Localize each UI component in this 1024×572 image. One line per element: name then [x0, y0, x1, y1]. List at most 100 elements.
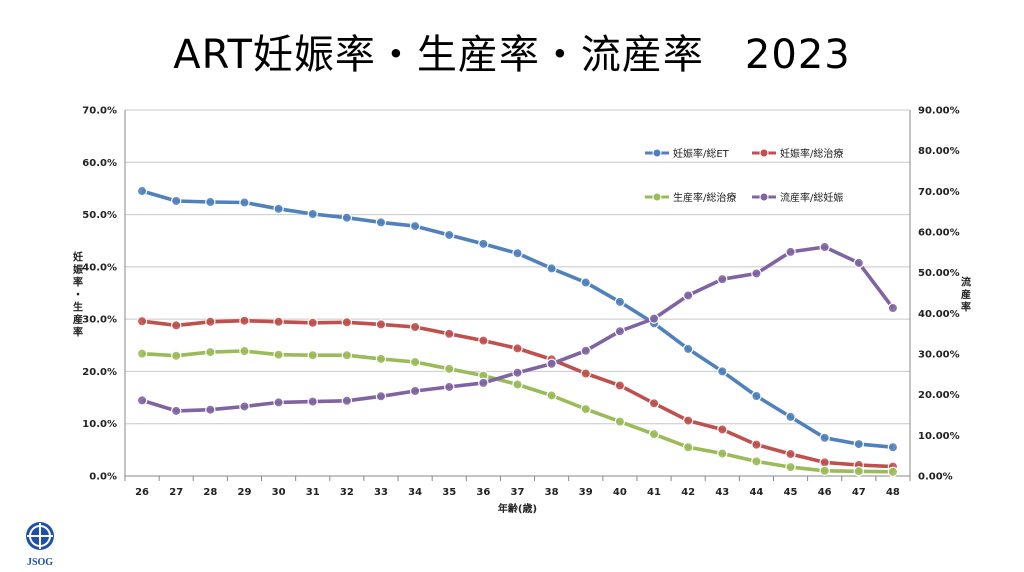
series-1-point	[205, 196, 216, 208]
x-tick-label: 32	[340, 487, 354, 498]
series-2-point	[205, 316, 216, 327]
series-4-point	[341, 395, 353, 406]
series-1-point	[512, 248, 523, 259]
y-left-tick-label: 60.0%	[82, 158, 117, 169]
series-1-point	[887, 442, 899, 453]
slide-title: ART妊娠率・生産率・流産率 2023	[173, 32, 851, 78]
series-3-point	[648, 428, 660, 440]
series-3-point	[444, 363, 455, 375]
series-1-point	[478, 238, 489, 250]
legend-swatch-marker	[652, 148, 662, 158]
series-4-point	[170, 405, 182, 417]
y-left-tick-label: 10.0%	[82, 419, 117, 430]
series-2-point	[136, 316, 148, 327]
series-2-point	[751, 439, 762, 450]
series-2-point	[444, 328, 455, 339]
series-2-point	[409, 321, 421, 333]
series-3-point	[887, 466, 899, 478]
axis-title-char: ・	[73, 290, 83, 301]
series-3-point	[717, 448, 728, 459]
series-2-point	[648, 398, 660, 409]
y-right-tick-label: 50.00%	[918, 268, 960, 279]
series-4-point	[273, 397, 284, 408]
series-2-point	[375, 319, 387, 330]
legend-label: 生産率/総治療	[673, 191, 736, 204]
series-1-point	[717, 366, 728, 377]
axis-title-char: 率	[961, 301, 971, 314]
series-3-point	[580, 403, 591, 415]
series-1-point	[273, 203, 284, 215]
series-2-point	[614, 380, 626, 391]
series-3-point	[239, 345, 250, 357]
series-1-point	[819, 432, 830, 444]
series-1-point	[853, 438, 865, 450]
y-left-tick-label: 40.0%	[82, 262, 117, 273]
series-2-point	[307, 317, 318, 329]
series-4-point	[375, 391, 387, 402]
y-right-tick-label: 80.00%	[918, 146, 960, 157]
series-1-point	[444, 229, 455, 241]
x-tick-label: 34	[408, 487, 422, 498]
x-tick-label: 47	[852, 487, 866, 498]
series-1-point	[546, 263, 557, 274]
series-4-point	[478, 377, 489, 389]
x-tick-label: 42	[681, 487, 695, 498]
series-3-point	[614, 416, 626, 427]
series-4-point	[682, 290, 694, 301]
y-right-tick-label: 90.00%	[918, 106, 960, 117]
axis-title-char: 産	[961, 288, 971, 301]
y-left-tick-label: 30.0%	[82, 315, 117, 326]
y-right-tick-label: 60.00%	[918, 228, 960, 239]
series-1-point	[307, 208, 318, 220]
series-1-point	[682, 343, 694, 355]
series-1-point	[409, 220, 421, 232]
series-2-point	[785, 448, 796, 460]
series-layer	[136, 185, 899, 478]
series-2-point	[341, 317, 353, 328]
series-3-point	[307, 350, 318, 361]
axis-title-char: 娠	[73, 263, 84, 276]
y-left-tick-label: 20.0%	[82, 367, 117, 378]
series-3-point	[853, 466, 865, 477]
x-tick-label: 43	[715, 487, 729, 498]
series-4-point	[717, 273, 728, 285]
series-3-point	[375, 353, 387, 365]
y-left-tick-label: 70.0%	[82, 106, 117, 117]
series-2-line	[141, 318, 893, 469]
series-3-point	[512, 379, 523, 390]
x-tick-label: 33	[374, 487, 388, 498]
series-3-point	[819, 465, 830, 476]
x-tick-label: 26	[135, 487, 149, 498]
series-2-point	[717, 424, 728, 435]
series-3-point	[341, 350, 353, 361]
legend-label: 妊娠率/総ET	[673, 147, 730, 160]
axis-title-char: 率	[73, 326, 83, 339]
legend-label: 妊娠率/総治療	[780, 147, 843, 160]
x-tick-label: 27	[169, 487, 183, 498]
y-left-tick-label: 50.0%	[82, 210, 117, 221]
series-1-point	[375, 217, 387, 228]
y-right-tick-label: 40.00%	[918, 309, 960, 320]
jsog-logo: JSOG	[18, 520, 62, 568]
x-tick-label: 31	[306, 487, 320, 498]
series-1-point	[170, 195, 182, 207]
axis-title-char: 生	[73, 301, 83, 314]
x-tick-label: 36	[476, 487, 490, 498]
series-2-point	[580, 368, 591, 379]
x-tick-label: 41	[647, 487, 661, 498]
series-1-point	[136, 185, 148, 197]
x-tick-label: 37	[511, 487, 525, 498]
x-axis-title: 年齢(歳)	[498, 502, 537, 515]
series-2-point	[170, 320, 182, 331]
y-left-tick-label: 0.0%	[89, 472, 117, 483]
series-3-point	[205, 346, 216, 358]
logo-text: JSOG	[27, 557, 53, 568]
series-3-point	[170, 350, 182, 361]
legend-swatch-marker	[759, 192, 769, 202]
axes: 0.0% 10.0% 20.0% 30.0% 40.0% 50.0% 60.0% 70.0% 0…	[82, 106, 959, 499]
x-tick-label: 39	[579, 487, 593, 498]
legend-label: 流産率/総妊娠	[780, 191, 843, 204]
x-tick-label: 30	[272, 487, 286, 498]
